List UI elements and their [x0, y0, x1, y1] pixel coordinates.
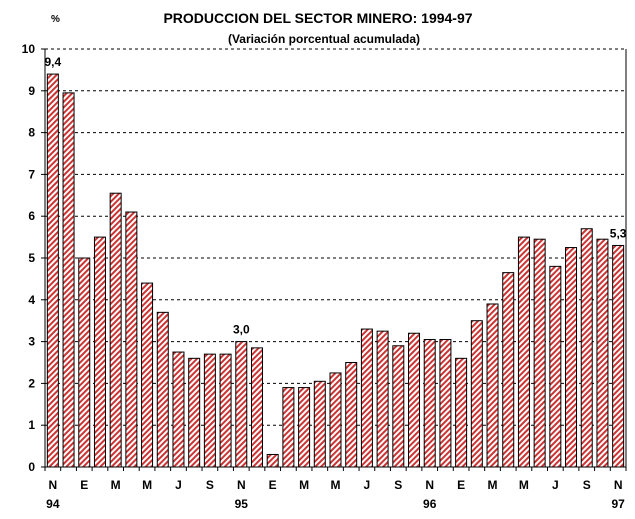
- x-axis-ticks: N 94 E M M J S N 95 E M M J S N 96 E M M J S N 97: [44, 467, 627, 511]
- y-tick-label: 4: [28, 293, 35, 307]
- bar: [219, 353, 232, 468]
- bar: [439, 339, 452, 468]
- y-tick-label: 7: [28, 167, 35, 181]
- bar: [235, 341, 248, 468]
- bar: [156, 311, 169, 468]
- y-tick-label: 6: [28, 209, 35, 223]
- x-tick-label: N: [49, 478, 58, 492]
- x-tick-label: J: [175, 478, 182, 492]
- x-tick-year-label: 95: [235, 497, 249, 511]
- chart-title: PRODUCCION DEL SECTOR MINERO: 1994-97: [163, 10, 472, 26]
- bar: [188, 357, 201, 468]
- x-tick-label: E: [457, 478, 465, 492]
- bar: [549, 265, 562, 468]
- bar: [360, 328, 373, 468]
- data-label: 5,3: [610, 226, 627, 240]
- bars: [46, 73, 625, 468]
- y-tick-label: 8: [28, 126, 35, 140]
- bar: [345, 362, 358, 468]
- y-tick-label: 9: [28, 84, 35, 98]
- bar: [203, 353, 216, 468]
- x-tick-label: M: [331, 478, 341, 492]
- data-label: 9,4: [45, 55, 62, 69]
- bar: [172, 351, 185, 468]
- data-labels: 9,4 3,0 5,3: [45, 55, 627, 337]
- x-tick-year-label: 97: [611, 497, 625, 511]
- x-tick-label: N: [614, 478, 623, 492]
- bar: [266, 453, 279, 468]
- x-tick-label: M: [299, 478, 309, 492]
- x-tick-label: M: [488, 478, 498, 492]
- bar: [78, 257, 91, 468]
- bar: [486, 303, 499, 468]
- x-tick-label: E: [80, 478, 88, 492]
- bar: [470, 320, 483, 468]
- bar: [423, 339, 436, 468]
- bar: [517, 236, 530, 468]
- bar: [93, 236, 106, 468]
- data-label: 3,0: [233, 323, 250, 337]
- x-tick-label: M: [111, 478, 121, 492]
- chart-subtitle: (Variación porcentual acumulada): [228, 32, 420, 46]
- bar: [565, 247, 578, 468]
- bar: [109, 192, 122, 468]
- bar: [329, 372, 342, 468]
- bar: [408, 332, 421, 468]
- bar: [612, 244, 625, 468]
- bar: [298, 387, 311, 468]
- y-tick-label: 10: [22, 42, 36, 56]
- x-tick-label: S: [583, 478, 591, 492]
- x-tick-year-label: 96: [423, 497, 437, 511]
- x-tick-label: J: [364, 478, 371, 492]
- x-tick-label: N: [237, 478, 246, 492]
- bar: [313, 380, 326, 468]
- y-tick-label: 1: [28, 418, 35, 432]
- x-tick-label: J: [552, 478, 559, 492]
- y-tick-label: 3: [28, 335, 35, 349]
- bar: [580, 228, 593, 468]
- y-tick-label: 5: [28, 251, 35, 265]
- x-tick-label: S: [394, 478, 402, 492]
- bar: [46, 73, 59, 468]
- x-tick-year-label: 94: [46, 497, 60, 511]
- bar: [392, 345, 405, 468]
- bar: [502, 272, 515, 468]
- y-axis-ticks: 0 1 2 3 4 5 6 7 8 9 10: [22, 42, 45, 474]
- bar: [125, 211, 138, 468]
- bar: [282, 387, 295, 468]
- bar: [533, 238, 546, 468]
- x-tick-label: S: [206, 478, 214, 492]
- x-tick-label: N: [425, 478, 434, 492]
- y-tick-label: 0: [28, 460, 35, 474]
- bar: [596, 238, 609, 468]
- y-tick-label: 2: [28, 376, 35, 390]
- x-tick-label: M: [142, 478, 152, 492]
- axes: [44, 49, 627, 468]
- bar: [141, 282, 154, 468]
- bar: [62, 92, 75, 468]
- bar: [250, 347, 263, 468]
- bar: [455, 357, 468, 468]
- x-tick-label: M: [519, 478, 529, 492]
- bar: [376, 330, 389, 468]
- x-tick-label: E: [269, 478, 277, 492]
- y-unit-label: %: [51, 14, 60, 25]
